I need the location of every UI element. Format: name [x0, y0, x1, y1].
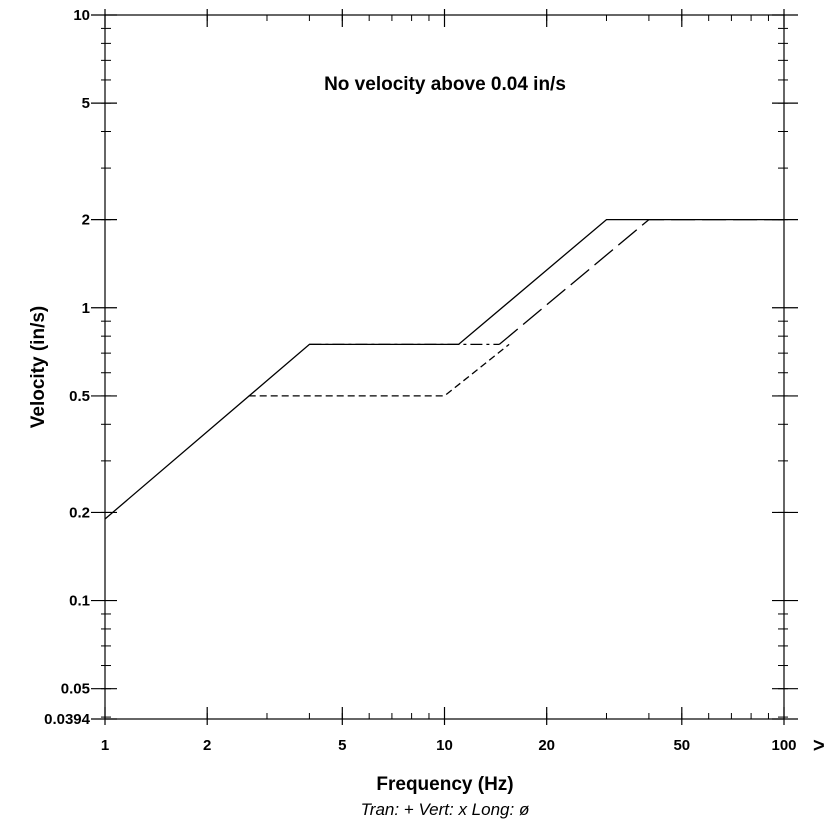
series-line-solid: [104, 218, 784, 520]
y-tick-label: 2: [82, 212, 90, 229]
x-tick-labels: 1 2 5 10 20 50 100: [101, 737, 797, 754]
x-tick-label: 2: [203, 737, 211, 754]
overflow-arrow: >: [813, 735, 825, 757]
x-tick-label: 1: [101, 737, 109, 754]
series-lines: [104, 218, 784, 520]
plot-frame: [104, 14, 785, 720]
y-tick-label: 0.2: [69, 504, 90, 521]
legend-text: Tran: + Vert: x Long: ø: [361, 800, 530, 819]
y-tick-label: 0.0394: [44, 711, 91, 728]
chart-annotation: No velocity above 0.04 in/s: [324, 74, 566, 95]
y-tick-label: 10: [73, 7, 90, 24]
y-axis-title: Velocity (in/s): [28, 306, 49, 428]
x-tick-label: 5: [338, 737, 346, 754]
series-line-dashed: [248, 343, 510, 397]
y-tick-label: 1: [82, 300, 90, 317]
minor-ticks: [101, 15, 788, 719]
x-tick-label: 10: [436, 737, 453, 754]
x-tick-label: 20: [538, 737, 555, 754]
y-tick-label: 0.5: [69, 388, 90, 405]
y-tick-label: 5: [82, 95, 90, 112]
x-axis-title: Frequency (Hz): [376, 774, 513, 795]
series-line-long-dash: [498, 218, 784, 345]
x-tick-label: 100: [771, 737, 796, 754]
y-tick-labels: 0.0394 0.05 0.1 0.2 0.5 1 2 5 10: [44, 7, 91, 728]
y-tick-label: 0.05: [61, 681, 90, 698]
major-ticks: [91, 9, 798, 725]
y-tick-label: 0.1: [69, 593, 90, 610]
x-tick-label: 50: [673, 737, 690, 754]
